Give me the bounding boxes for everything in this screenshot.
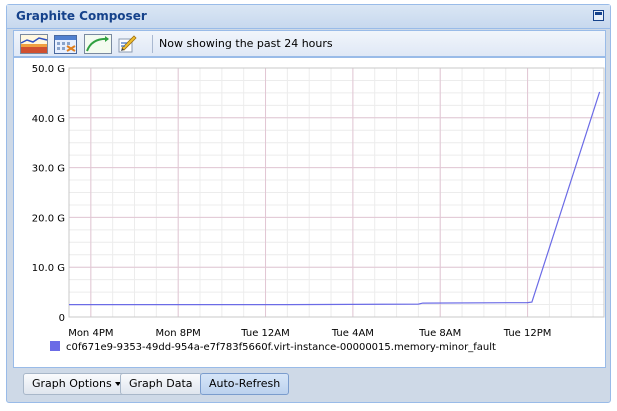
y-tick-label: 40.0 G (32, 114, 65, 125)
y-tick-label: 50.0 G (32, 64, 65, 75)
graph-data-label: Graph Data (129, 377, 193, 390)
graph-data-button[interactable]: Graph Data (120, 373, 202, 395)
y-tick-label: 20.0 G (32, 213, 65, 224)
plot-border (68, 67, 605, 318)
x-tick-label: Mon 4PM (68, 328, 113, 339)
toolbar-separator (152, 35, 153, 53)
graph-pane: 0 10.0 G 20.0 G 30.0 G 40.0 G 50.0 G Mon 4PM Mo… (13, 57, 606, 368)
y-tick-label: 10.0 G (32, 263, 65, 274)
maximize-icon[interactable] (593, 10, 604, 21)
x-tick-label: Tue 4AM (331, 328, 374, 339)
x-tick-label: Mon 8PM (156, 328, 201, 339)
auto-refresh-label: Auto-Refresh (209, 377, 281, 390)
x-tick-label: Tue 8AM (418, 328, 461, 339)
calendar-select-icon[interactable] (54, 34, 77, 54)
dropdown-arrow-icon (114, 382, 121, 386)
legend-label: c0f671e9-9353-49dd-954a-e7f783f5660f.vir… (66, 342, 496, 353)
x-tick-label: Tue 12AM (240, 328, 289, 339)
y-tick-label: 0 (59, 313, 65, 324)
time-range-status: Now showing the past 24 hours (159, 37, 333, 50)
graph-options-label: Graph Options (32, 377, 112, 390)
legend-swatch (50, 341, 60, 351)
edit-target-icon[interactable] (118, 34, 140, 54)
window-titlebar: Graphite Composer (7, 5, 610, 29)
dashboard-icon[interactable] (20, 34, 48, 54)
y-tick-label: 30.0 G (32, 164, 65, 175)
bottom-button-bar: Graph Options Graph Data Auto-Refresh (7, 371, 610, 401)
x-tick-label: Tue 12PM (503, 328, 552, 339)
series-line (69, 91, 601, 306)
recent-data-icon[interactable] (84, 34, 112, 54)
auto-refresh-button[interactable]: Auto-Refresh (200, 373, 290, 395)
graph-options-button[interactable]: Graph Options (23, 373, 130, 395)
graph-image: 0 10.0 G 20.0 G 30.0 G 40.0 G 50.0 G Mon 4PM Mo… (32, 64, 605, 353)
window-title: Graphite Composer (16, 9, 147, 23)
graphite-composer-window: Graphite Composer (6, 4, 611, 403)
composer-toolbar: Now showing the past 24 hours (13, 30, 606, 57)
